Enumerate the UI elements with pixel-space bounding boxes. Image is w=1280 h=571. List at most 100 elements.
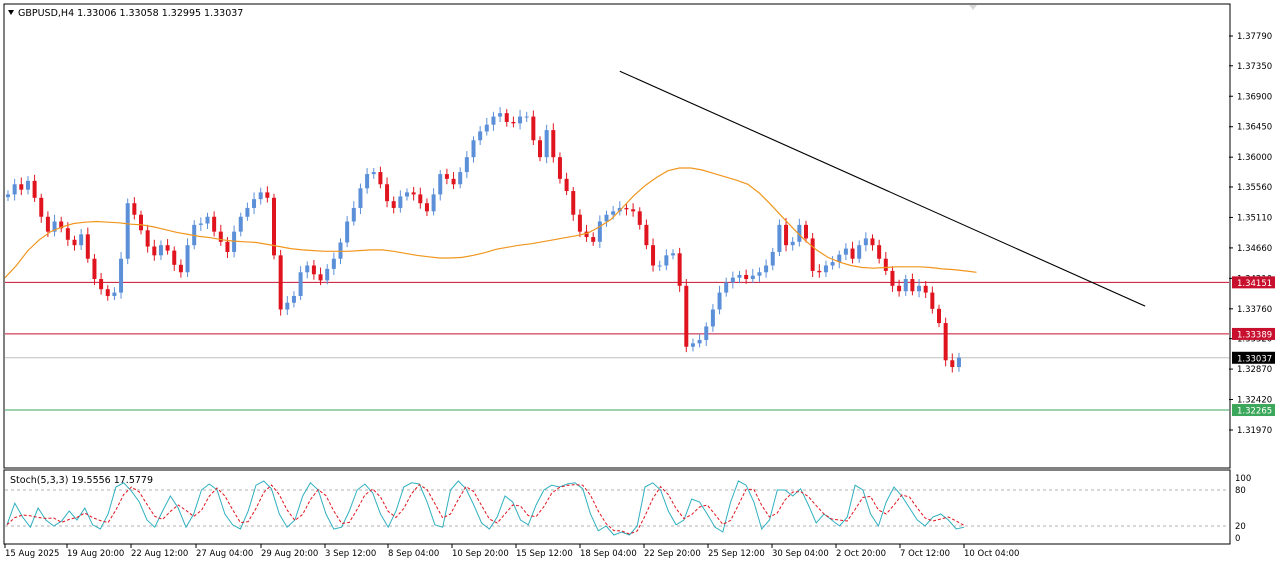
candle-body	[385, 184, 390, 202]
candle-body	[19, 184, 24, 190]
candle-body	[12, 184, 17, 195]
candle-body	[225, 241, 230, 252]
candle-body	[451, 178, 456, 185]
x-tick-label: 10 Sep 20:00	[452, 549, 509, 559]
candle-body	[724, 282, 729, 293]
candle-body	[431, 194, 436, 212]
candle-body	[624, 207, 629, 210]
candle-body	[45, 216, 50, 232]
candle-body	[32, 180, 37, 198]
price-label-bg	[1232, 327, 1275, 340]
candle-body	[817, 270, 822, 273]
candle-body	[857, 245, 862, 259]
candle-body	[278, 255, 283, 310]
price-label-1.33037: 1.33037	[1237, 354, 1272, 364]
candle-body	[484, 124, 489, 132]
price-label-1.33389: 1.33389	[1237, 330, 1272, 340]
candle-body	[325, 268, 330, 281]
candle-body	[937, 308, 941, 324]
stoch-main-line	[6, 480, 965, 536]
stoch-axis-label: 20	[1235, 522, 1246, 532]
candle-body	[917, 285, 922, 292]
shift-marker-icon[interactable]	[969, 5, 977, 10]
candle-body	[331, 258, 336, 269]
triangle-down-icon[interactable]	[8, 10, 14, 15]
candle-body	[664, 255, 669, 266]
candle-body	[172, 250, 177, 265]
candle-body	[438, 174, 443, 195]
candle-body	[498, 113, 503, 117]
price-label-1.32265: 1.32265	[1237, 407, 1272, 417]
y-tick-label: 1.34660	[1237, 244, 1272, 254]
candle-body	[272, 197, 276, 256]
price-label-bg	[1232, 404, 1275, 417]
candle-body	[830, 262, 835, 266]
candle-body	[524, 116, 529, 118]
candle-body	[584, 231, 589, 238]
candle-body	[890, 270, 895, 286]
candle-body	[478, 131, 483, 141]
candle-body	[79, 234, 84, 246]
candle-body	[85, 234, 90, 259]
candle-body	[790, 241, 795, 246]
candle-body	[651, 245, 656, 266]
candle-body	[218, 231, 223, 242]
candle-body	[883, 258, 888, 271]
candle-body	[185, 245, 190, 273]
candle-body	[119, 258, 124, 293]
candle-body	[551, 130, 556, 158]
stoch-signal-line	[6, 483, 965, 535]
x-tick-label: 22 Sep 20:00	[644, 549, 701, 559]
candle-body	[690, 343, 695, 347]
candle-body	[351, 207, 356, 222]
x-tick-label: 7 Oct 12:00	[900, 549, 950, 559]
candle-body	[491, 116, 496, 125]
candle-body	[52, 221, 57, 232]
candle-body	[252, 199, 257, 208]
candle-body	[152, 246, 157, 256]
candle-body	[39, 197, 44, 217]
candle-body	[285, 302, 290, 310]
y-tick-label: 1.37350	[1237, 62, 1272, 72]
candle-body	[291, 295, 296, 303]
x-tick-label: 8 Sep 04:00	[388, 549, 439, 559]
candle-body	[531, 116, 536, 141]
candle-body	[730, 277, 735, 283]
candle-body	[424, 203, 429, 212]
x-tick-label: 30 Sep 04:00	[772, 549, 829, 559]
candle-body	[464, 157, 469, 173]
stoch-axis-label: 0	[1235, 534, 1240, 544]
candle-body	[139, 214, 143, 231]
candle-body	[863, 238, 868, 246]
candle-body	[930, 292, 935, 309]
candle-body	[245, 207, 250, 217]
candle-body	[777, 224, 782, 252]
candle-body	[611, 211, 616, 215]
candle-body	[950, 360, 955, 368]
candle-body	[25, 180, 30, 190]
candle-body	[444, 174, 449, 179]
candle-body	[165, 245, 170, 251]
candle-body	[125, 203, 130, 259]
candle-body	[843, 248, 848, 255]
candle-body	[145, 230, 150, 247]
x-tick-label: 3 Sep 12:00	[325, 549, 376, 559]
candle-body	[923, 285, 928, 293]
candle-body	[850, 248, 855, 259]
candle-body	[398, 196, 403, 208]
candle-body	[378, 172, 383, 185]
candle-body	[744, 274, 749, 280]
moving-average-line	[4, 167, 977, 279]
candle-body	[564, 178, 569, 192]
candle-body	[697, 339, 702, 344]
candle-body	[677, 253, 682, 286]
candle-body	[644, 224, 649, 246]
candle-body	[518, 116, 523, 124]
stoch-axis-label: 80	[1235, 486, 1246, 496]
candle-body	[345, 221, 350, 243]
candle-body	[804, 224, 808, 239]
candle-body	[750, 275, 755, 280]
candle-body	[59, 221, 64, 229]
candle-body	[358, 188, 363, 208]
